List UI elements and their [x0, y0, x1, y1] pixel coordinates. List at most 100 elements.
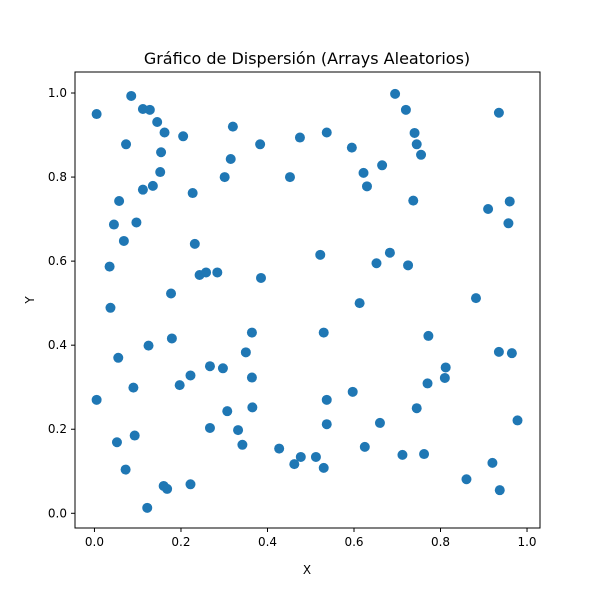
x-axis-label: X: [303, 563, 311, 577]
data-point: [240, 347, 251, 358]
data-point: [504, 196, 515, 207]
data-point: [494, 485, 505, 496]
data-point: [222, 406, 233, 417]
data-point: [131, 217, 142, 228]
data-point: [419, 449, 430, 460]
data-point: [114, 196, 125, 207]
data-point: [487, 457, 498, 468]
data-point: [219, 172, 230, 183]
data-point: [129, 430, 140, 441]
y-axis: 0.0 0.2 0.4 0.6 0.8 1.0: [48, 86, 75, 520]
data-point: [315, 249, 326, 260]
data-point: [374, 417, 385, 428]
data-point: [493, 346, 504, 357]
data-point: [128, 382, 139, 393]
data-point: [506, 348, 517, 359]
data-point: [185, 479, 196, 490]
data-point: [144, 104, 155, 115]
data-point: [159, 127, 170, 138]
data-point: [143, 340, 154, 351]
x-tick-label: 0.8: [431, 535, 450, 549]
data-point: [162, 483, 173, 494]
plot-frame: [74, 71, 541, 529]
data-point: [400, 104, 411, 115]
data-point: [126, 90, 137, 101]
data-point: [321, 419, 332, 430]
data-point: [371, 258, 382, 269]
data-point: [512, 415, 523, 426]
data-point: [217, 363, 228, 374]
data-point: [470, 293, 481, 304]
data-point: [137, 184, 148, 195]
data-point: [118, 235, 129, 246]
x-axis: 0.0 0.2 0.4 0.6 0.8 1.0: [85, 528, 537, 549]
data-point: [155, 167, 166, 178]
data-point: [440, 362, 451, 373]
data-point: [346, 142, 357, 153]
data-point: [91, 394, 102, 405]
chart-title: Gráfico de Dispersión (Arrays Aleatorios…: [144, 49, 470, 68]
x-tick-label: 0.4: [258, 535, 277, 549]
data-point: [256, 272, 266, 283]
data-point: [347, 386, 358, 397]
data-point: [121, 139, 132, 150]
data-point: [284, 172, 295, 183]
x-tick-label: 0.6: [344, 535, 363, 549]
data-point: [289, 459, 300, 470]
data-point: [178, 131, 189, 142]
data-point: [105, 302, 116, 313]
data-point: [120, 464, 131, 475]
data-point: [104, 261, 115, 272]
data-point: [397, 449, 408, 460]
data-point: [483, 204, 494, 215]
data-point: [294, 132, 305, 143]
data-point: [503, 218, 514, 229]
data-point: [377, 160, 388, 171]
data-point: [113, 352, 124, 363]
data-point: [361, 181, 372, 192]
x-tick-label: 1.0: [517, 535, 536, 549]
data-point: [439, 372, 450, 383]
data-point: [233, 425, 244, 436]
y-tick-label: 0.8: [48, 170, 67, 184]
y-tick-label: 0.2: [48, 422, 67, 436]
data-point: [212, 267, 223, 278]
data-point: [408, 195, 419, 206]
x-tick-label: 0.2: [171, 535, 190, 549]
data-point: [204, 361, 215, 372]
data-point: [295, 451, 306, 462]
data-point: [390, 88, 401, 99]
data-point: [403, 260, 414, 271]
data-point: [189, 238, 200, 249]
data-point: [321, 127, 332, 138]
data-point: [409, 127, 420, 138]
data-point: [201, 267, 212, 278]
data-point: [174, 380, 185, 391]
data-point: [91, 109, 102, 120]
data-point: [152, 117, 163, 128]
data-point: [166, 288, 177, 299]
y-tick-label: 0.0: [48, 506, 67, 520]
data-point: [318, 462, 329, 473]
data-point: [493, 107, 504, 118]
data-point: [246, 327, 257, 338]
data-point: [416, 149, 427, 160]
points-layer: [91, 88, 523, 513]
data-point: [166, 333, 177, 344]
data-point: [255, 139, 266, 150]
data-point: [411, 139, 422, 150]
data-point: [359, 441, 370, 452]
data-point: [204, 422, 215, 433]
data-point: [142, 502, 153, 513]
data-point: [246, 372, 257, 383]
data-point: [321, 394, 332, 405]
y-tick-label: 0.6: [48, 254, 67, 268]
y-tick-label: 1.0: [48, 86, 67, 100]
data-point: [318, 327, 329, 338]
data-point: [354, 298, 365, 309]
data-point: [108, 219, 119, 230]
data-point: [411, 403, 422, 414]
data-point: [185, 370, 196, 381]
x-tick-label: 0.0: [85, 535, 104, 549]
data-point: [111, 437, 122, 448]
